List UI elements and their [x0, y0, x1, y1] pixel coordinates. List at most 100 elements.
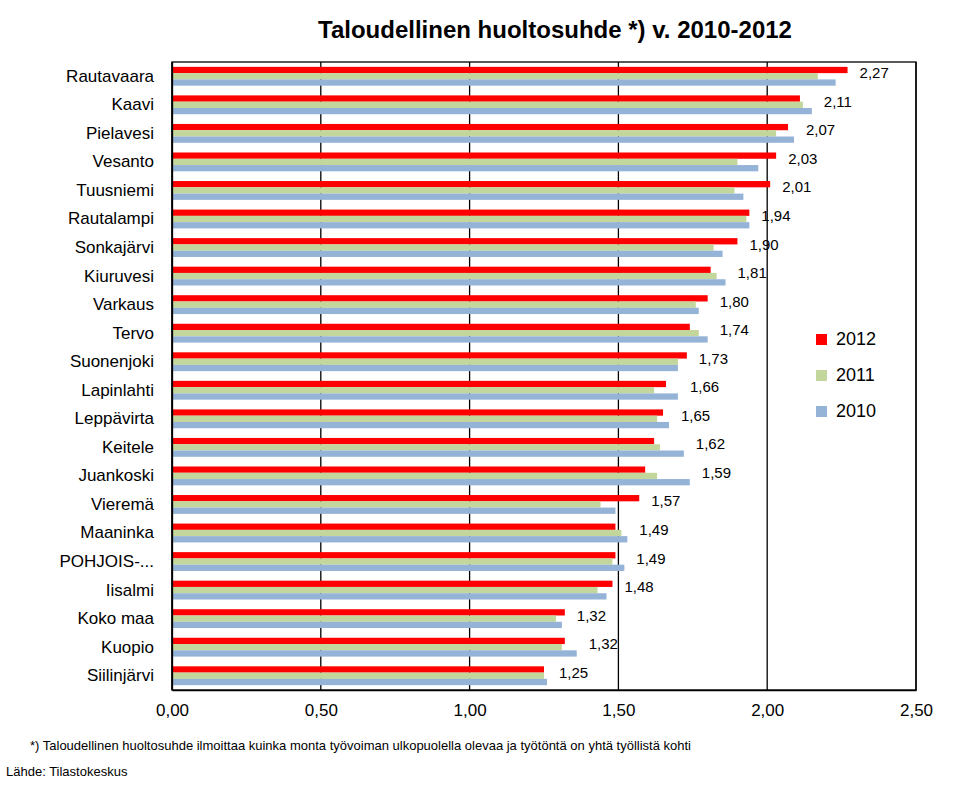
category-label: Keitele [102, 438, 154, 457]
bar [172, 181, 770, 187]
tick: Lapinlahti [81, 381, 172, 400]
tick: Rautalampi [68, 209, 172, 228]
bar [172, 524, 615, 530]
bar [172, 324, 690, 330]
bar [172, 381, 666, 387]
chart: Taloudellinen huoltosuhde *) v. 2010-201… [0, 0, 960, 794]
legend-swatch [816, 406, 827, 417]
bar [172, 387, 654, 393]
bar [172, 473, 657, 479]
bar [172, 73, 818, 79]
tick: Varkaus [93, 295, 172, 314]
bar [172, 451, 684, 457]
legend-label: 2011 [836, 365, 875, 385]
tick: 2,00 [751, 690, 784, 720]
data-label: 1,73 [699, 350, 728, 367]
grid [172, 62, 916, 690]
data-label: 1,62 [696, 435, 725, 452]
bar [172, 673, 544, 679]
legend-item: 2010 [816, 401, 876, 421]
tick: Maaninka [80, 523, 172, 542]
tick: 0,00 [156, 690, 189, 720]
data-label: 1,90 [749, 236, 778, 253]
category-label: Koko maa [77, 609, 154, 628]
tick: Rautavaara [66, 67, 172, 86]
tick: Kaavi [111, 95, 172, 114]
tick-label: 1,50 [602, 701, 635, 720]
data-label: 1,25 [559, 664, 588, 681]
bar [172, 102, 803, 108]
data-label: 2,01 [782, 178, 811, 195]
bar [172, 210, 749, 216]
bar [172, 466, 645, 472]
bar [172, 273, 717, 279]
bar [172, 479, 690, 485]
bar [172, 159, 737, 165]
tick: Vesanto [93, 152, 172, 171]
plot: 2,272,112,072,032,011,941,901,811,801,74… [60, 62, 934, 720]
bar [172, 194, 743, 200]
bar [172, 679, 547, 685]
category-label: Rautavaara [66, 67, 154, 86]
bar [172, 336, 708, 342]
data-label: 1,32 [589, 635, 618, 652]
bar [172, 558, 612, 564]
tick: 1,50 [602, 690, 635, 720]
tick-label: 0,00 [156, 701, 189, 720]
tick: Pielavesi [86, 124, 172, 143]
category-label: Siilinjärvi [87, 666, 154, 685]
data-label: 1,32 [577, 607, 606, 624]
bar [172, 552, 615, 558]
legend: 2012 2011 2010 [816, 329, 876, 421]
y-axis: Rautavaara Kaavi Pielavesi Vesanto Tuusniemi… [60, 63, 173, 691]
plot-frame [172, 62, 916, 690]
category-label: Tuusniemi [76, 181, 154, 200]
bar [172, 650, 577, 656]
bar [172, 187, 734, 193]
bar [172, 251, 723, 257]
category-label: Lapinlahti [81, 381, 154, 400]
tick-label: 2,50 [900, 701, 933, 720]
data-label: 1,48 [624, 578, 653, 595]
data-label: 2,11 [824, 93, 852, 110]
tick: Kiuruvesi [84, 267, 172, 286]
bar [172, 279, 726, 285]
data-label: 1,74 [720, 321, 749, 338]
tick: Koko maa [77, 609, 172, 628]
series [172, 79, 836, 685]
annotation: *) Taloudellinen huoltosuhde ilmoittaa k… [30, 738, 691, 753]
bar [172, 581, 612, 587]
data-label: 1,65 [681, 407, 710, 424]
bar [172, 152, 776, 158]
data-label: 1,49 [636, 550, 665, 567]
bar [172, 79, 836, 85]
data-labels: 2,272,112,072,032,011,941,901,811,801,74… [559, 64, 889, 680]
tick: 2,50 [900, 690, 933, 720]
tick: Tuusniemi [76, 181, 172, 200]
series [172, 67, 848, 673]
annotation: Lähde: Tilastokeskus [6, 764, 128, 779]
category-label: Kaavi [111, 95, 154, 114]
category-label: Vieremä [91, 495, 155, 514]
bar [172, 137, 794, 143]
bars [172, 67, 848, 685]
legend-swatch [816, 370, 827, 381]
bar [172, 593, 606, 599]
legend-swatch [816, 334, 827, 345]
tick: Tervo [112, 324, 172, 343]
category-label: Pielavesi [86, 124, 154, 143]
title: Taloudellinen huoltosuhde *) v. 2010-201… [318, 16, 792, 43]
tick: Vieremä [91, 495, 172, 514]
category-label: Leppävirta [75, 409, 155, 428]
tick-label: 0,50 [305, 701, 338, 720]
category-label: Kuopio [101, 638, 154, 657]
tick: Iisalmi [106, 581, 172, 600]
category-label: Maaninka [80, 523, 154, 542]
legend-label: 2012 [836, 329, 876, 349]
bar [172, 124, 788, 130]
bar [172, 536, 627, 542]
category-label: Sonkajärvi [75, 238, 154, 257]
bar [172, 130, 776, 136]
tick: Leppävirta [75, 409, 172, 428]
bar [172, 587, 598, 593]
